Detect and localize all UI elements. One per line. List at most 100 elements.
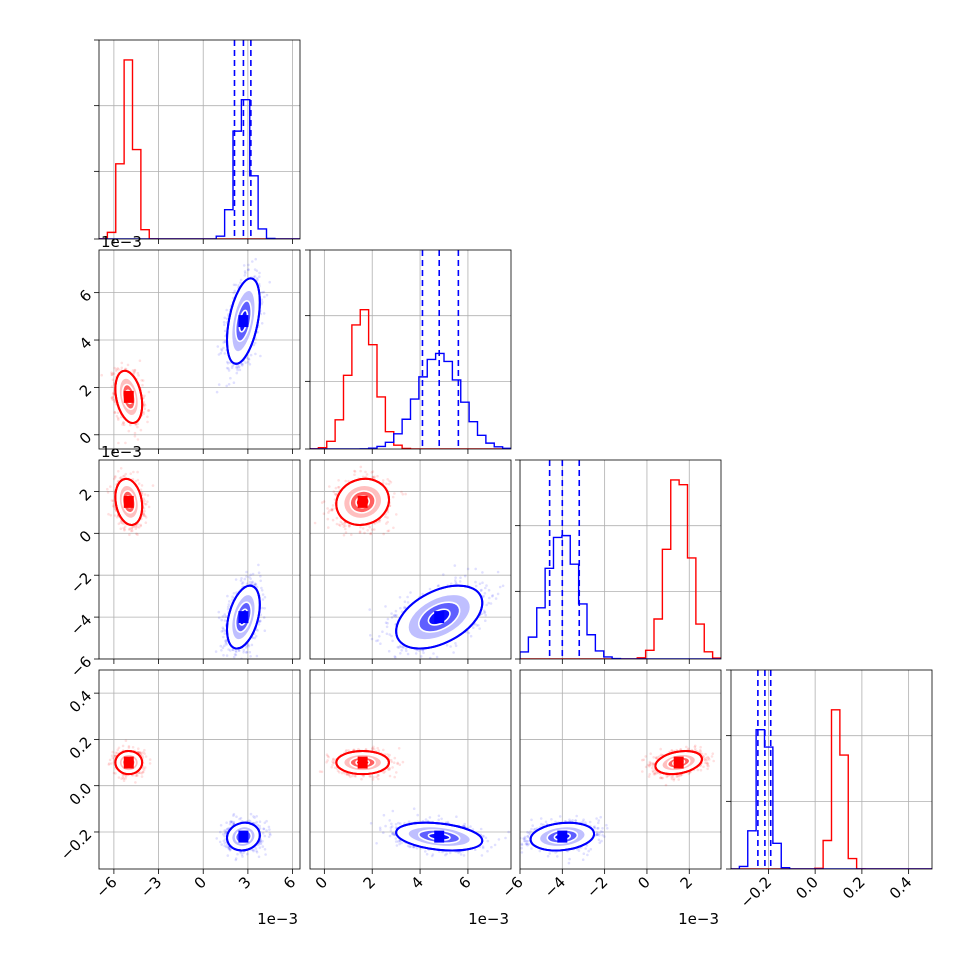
- scatter-point: [453, 564, 457, 567]
- scatter-point: [386, 516, 389, 519]
- scatter-point: [224, 639, 227, 643]
- scatter-point: [223, 316, 226, 320]
- scatter-point: [231, 364, 234, 368]
- scatter-point: [128, 527, 132, 530]
- scatter-point: [139, 428, 143, 432]
- scatter-point: [401, 493, 405, 496]
- scatter-point: [254, 634, 258, 638]
- scatter-point: [378, 520, 381, 523]
- scatter-point: [220, 630, 223, 633]
- scatter-point: [260, 589, 264, 592]
- scatter-point: [234, 578, 238, 581]
- scatter-point: [344, 531, 348, 534]
- scatter-point: [232, 655, 236, 659]
- panel-content: [310, 460, 511, 659]
- scatter-point: [375, 639, 378, 643]
- scatter-point: [387, 649, 391, 653]
- scatter-point: [232, 283, 236, 287]
- scatter-point: [260, 302, 263, 306]
- scatter-point: [237, 648, 241, 652]
- scatter-point: [225, 384, 228, 388]
- scatter-point: [223, 613, 226, 616]
- scatter-point: [138, 359, 142, 363]
- scatter-point: [339, 520, 343, 524]
- scatter-point: [111, 395, 115, 398]
- scatter-point: [259, 620, 262, 623]
- scatter-point: [250, 581, 254, 584]
- scatter-point: [248, 650, 252, 654]
- scatter-point: [143, 404, 147, 407]
- scatter-point: [255, 585, 259, 589]
- panel-frame: [98, 39, 301, 240]
- scatter-point: [246, 643, 250, 646]
- scatter-point: [233, 653, 237, 656]
- scatter-point: [227, 603, 231, 606]
- scatter-point: [106, 487, 109, 491]
- scatter-point: [327, 526, 330, 529]
- scatter-point: [247, 360, 250, 364]
- scatter-point: [229, 649, 232, 652]
- scatter-point: [344, 479, 348, 483]
- scatter-point: [238, 365, 241, 368]
- scatter-point: [106, 491, 110, 494]
- scatter-panel-2-0: [94, 459, 301, 664]
- scatter-point: [256, 629, 259, 632]
- scatter-point: [146, 420, 149, 424]
- scatter-point: [403, 605, 407, 609]
- scatter-point: [369, 532, 372, 536]
- scatter-point: [485, 584, 488, 587]
- scatter-point: [134, 527, 138, 530]
- scatter-point: [340, 522, 344, 525]
- scatter-point: [347, 525, 351, 528]
- scatter-point: [231, 595, 234, 598]
- scatter-point: [265, 293, 269, 297]
- scatter-point: [133, 525, 137, 528]
- scatter-point: [227, 648, 230, 651]
- scatter-point: [217, 383, 221, 386]
- contour-peak: [238, 315, 249, 328]
- scatter-point: [248, 363, 252, 366]
- scatter-point: [230, 366, 234, 370]
- scatter-point: [370, 637, 374, 641]
- scatter-point: [219, 644, 223, 648]
- scatter-panel-2-1: [309, 459, 512, 664]
- scatter-point: [245, 582, 249, 586]
- scatter-point: [342, 525, 346, 528]
- scatter-point: [142, 396, 145, 400]
- scatter-point: [242, 648, 246, 652]
- scatter-point: [370, 471, 374, 474]
- scatter-point: [256, 278, 259, 281]
- scatter-point: [229, 376, 232, 380]
- scatter-point: [482, 609, 486, 613]
- scatter-point: [253, 341, 257, 345]
- scatter-point: [373, 522, 377, 525]
- scatter-point: [113, 411, 117, 415]
- scatter-point: [331, 504, 335, 507]
- scatter-point: [232, 381, 236, 385]
- scatter-point: [124, 441, 127, 445]
- scatter-point: [151, 484, 155, 487]
- histogram-panel-0: [94, 39, 301, 244]
- scatter-point: [143, 509, 146, 513]
- scatter-point: [232, 291, 235, 295]
- contour-outline: [226, 584, 261, 650]
- scatter-point: [113, 400, 117, 403]
- scatter-point: [381, 481, 385, 485]
- scatter-point: [226, 360, 229, 364]
- scatter-point: [227, 383, 231, 386]
- scatter-point: [381, 630, 384, 633]
- scatter-point: [146, 415, 149, 419]
- histogram-panel-1: [305, 249, 512, 454]
- scatter-point: [114, 369, 118, 373]
- scatter-point: [110, 373, 113, 377]
- scatter-point: [249, 573, 252, 577]
- scatter-point: [454, 576, 457, 579]
- scatter-point: [129, 423, 132, 427]
- scatter-point: [129, 472, 132, 476]
- scatter-point: [113, 366, 116, 370]
- scatter-point: [143, 514, 146, 518]
- scatter-point: [248, 580, 252, 584]
- scatter-point: [481, 581, 484, 584]
- scatter-point: [140, 491, 144, 495]
- scatter-point: [116, 411, 120, 415]
